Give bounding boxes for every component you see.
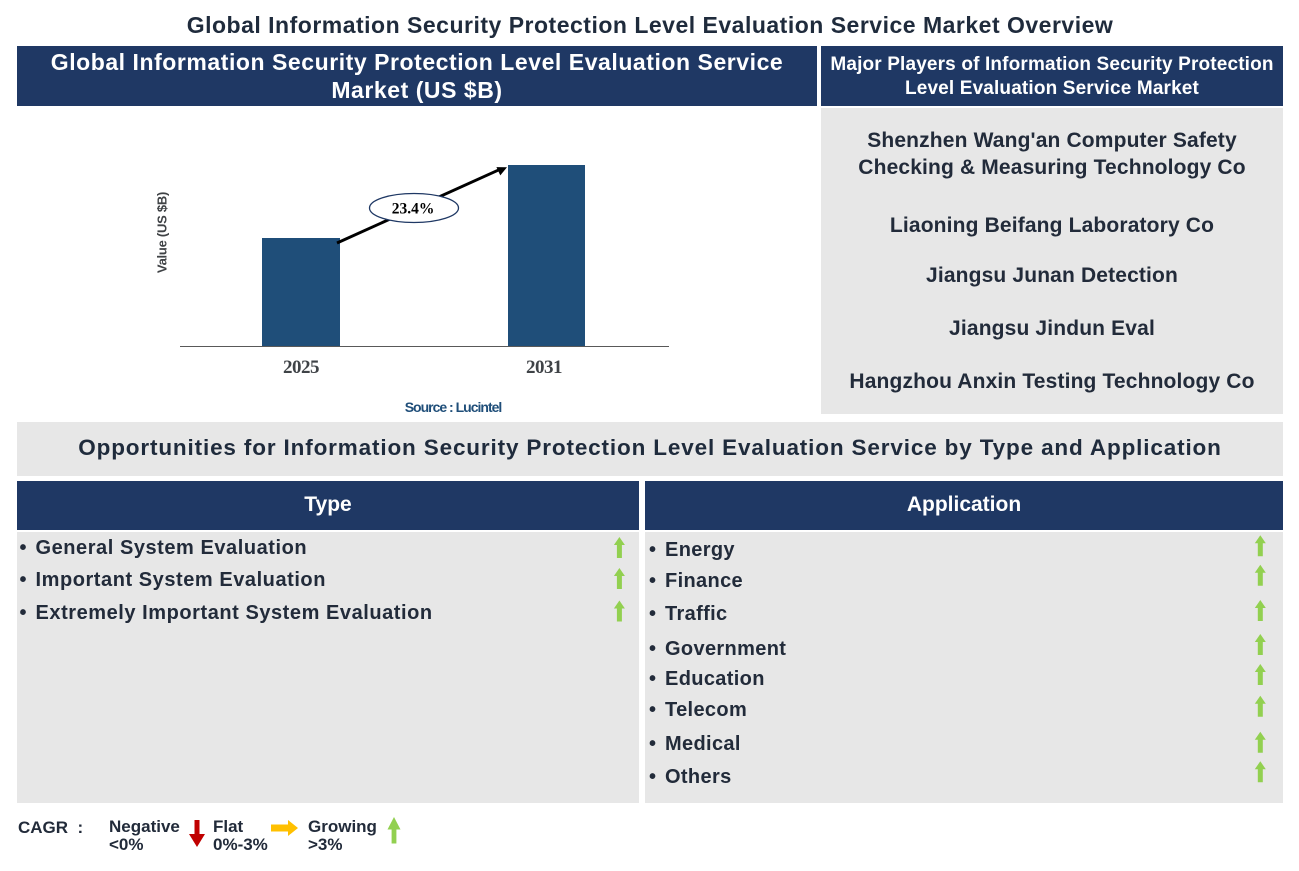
svg-text:23.4%: 23.4% xyxy=(392,200,435,217)
